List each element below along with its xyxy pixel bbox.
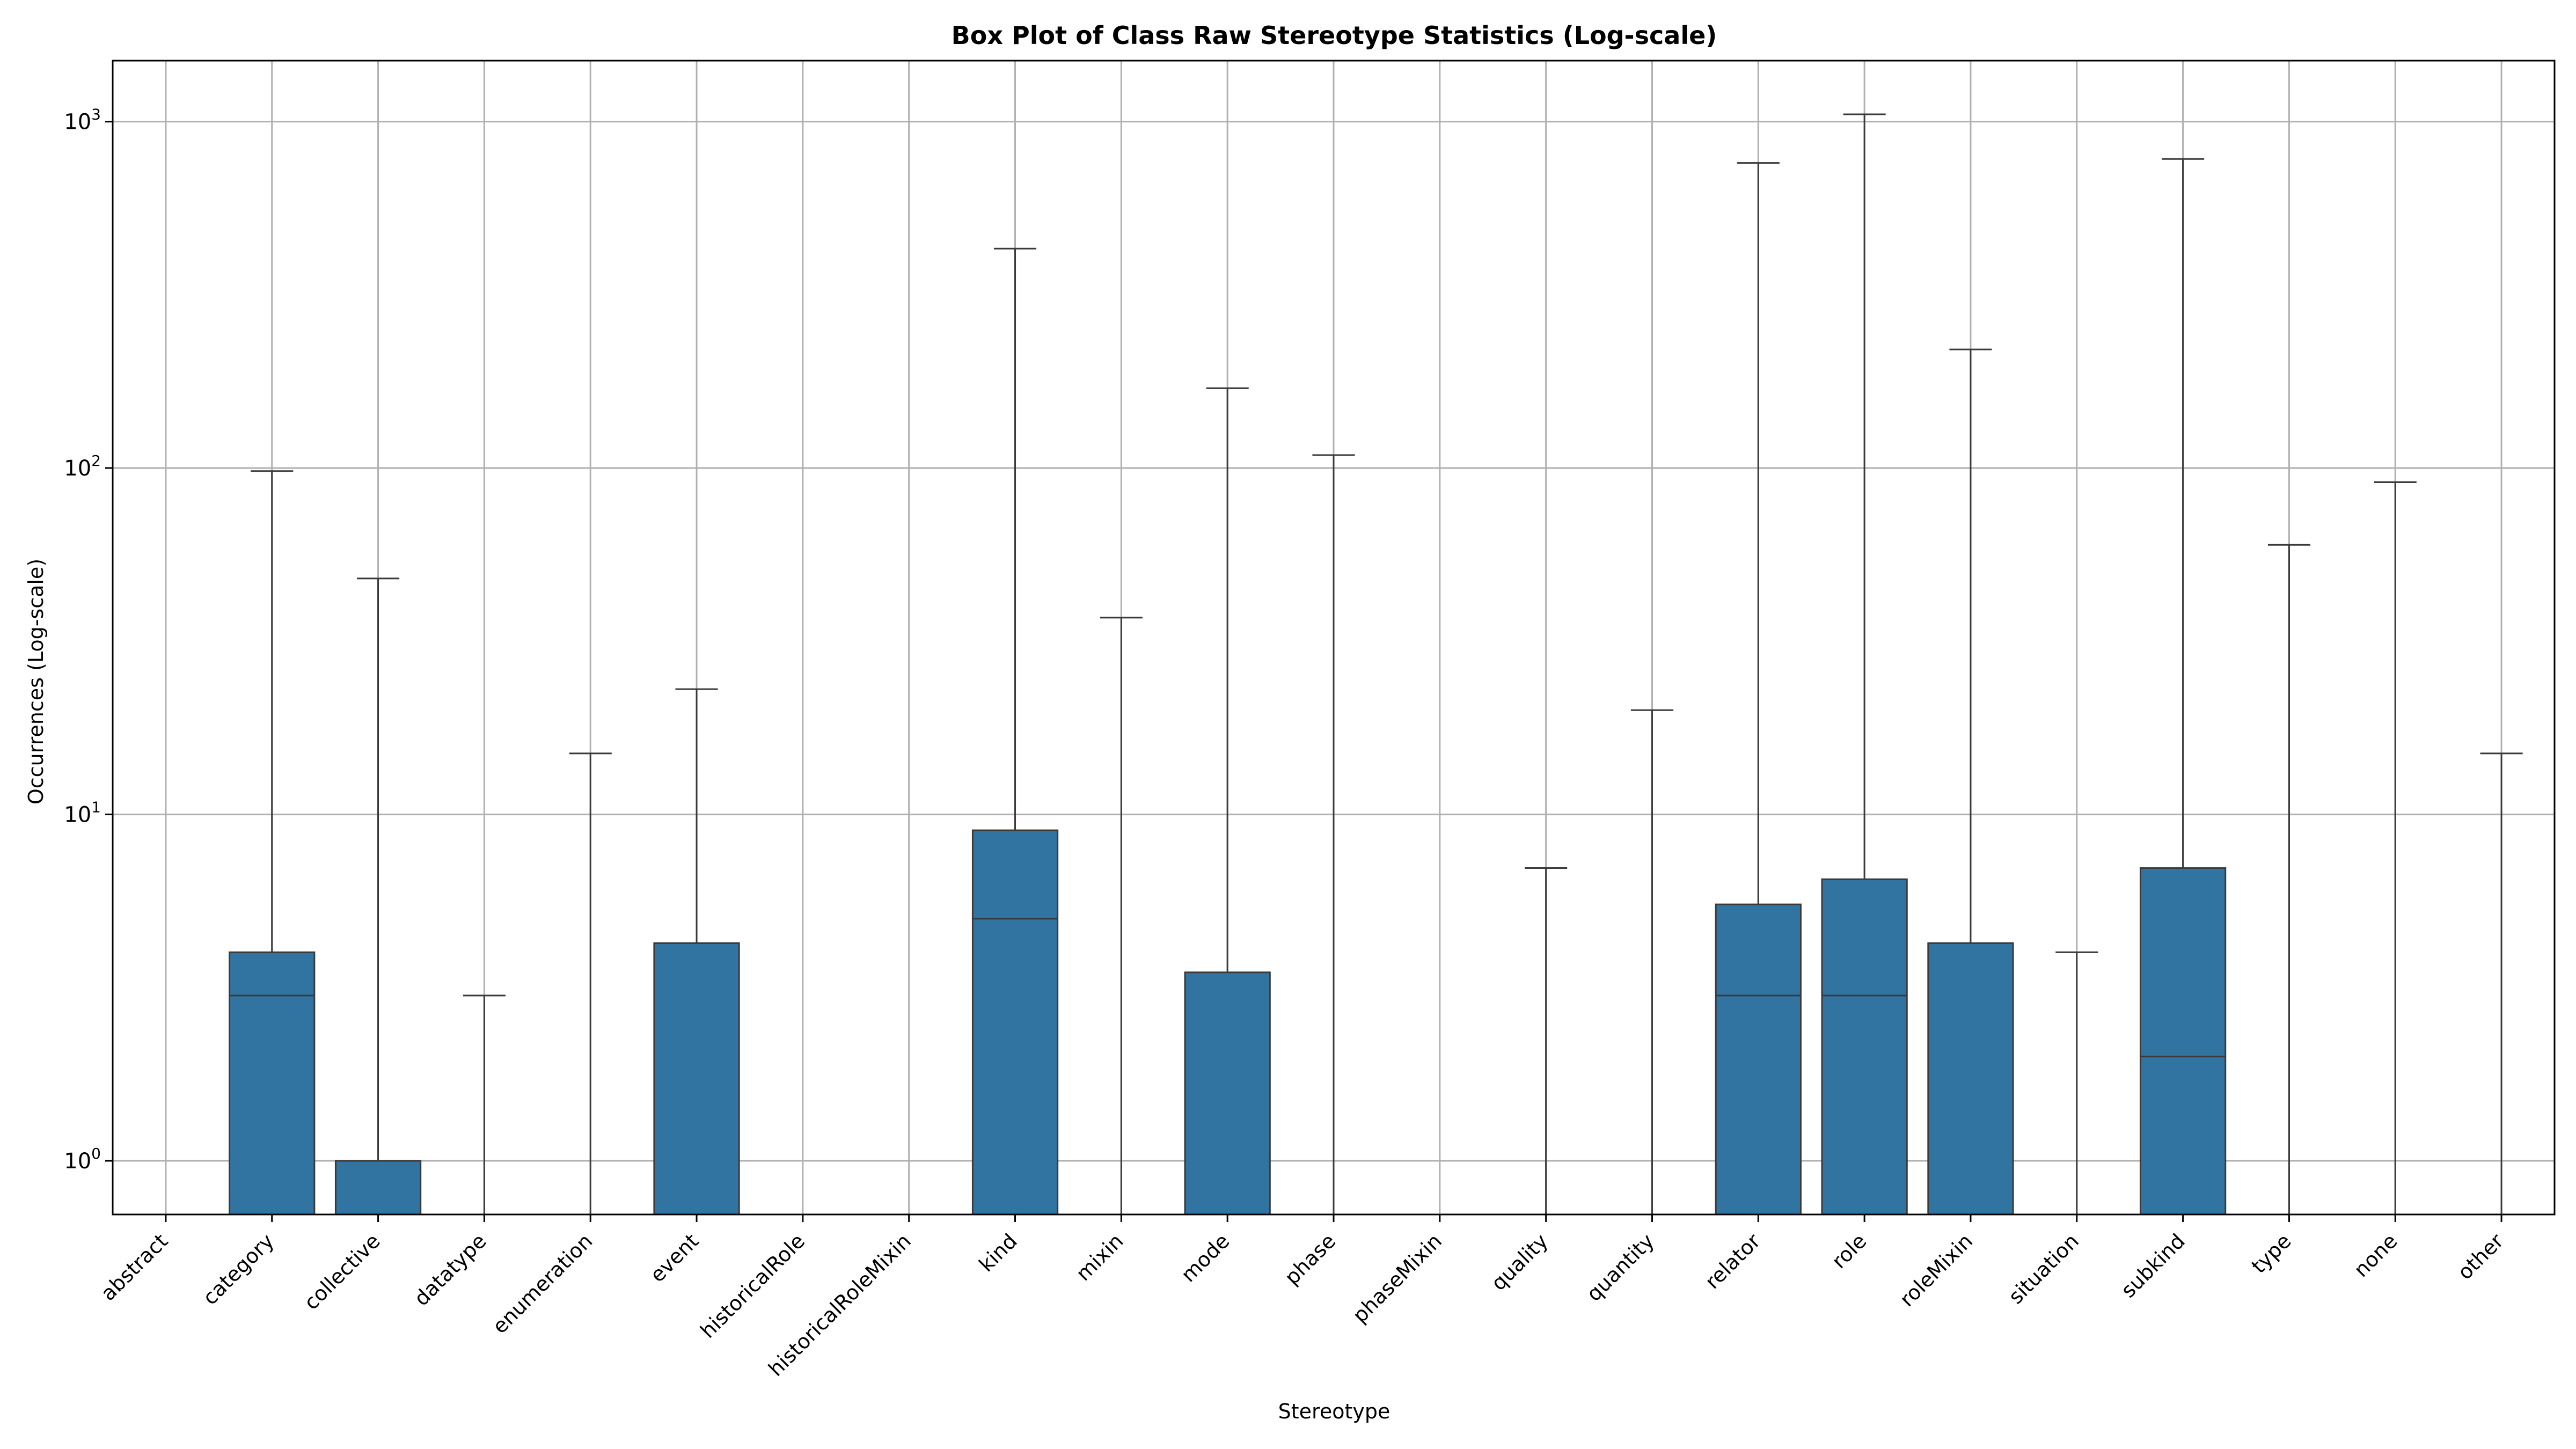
x-tick-label-relator: relator [1701, 1229, 1765, 1293]
x-tick-label-event: event [646, 1229, 704, 1287]
box-relator [1715, 903, 1802, 1216]
x-tick-label-phase: phase [1280, 1229, 1340, 1289]
x-tick-label-mixin: mixin [1072, 1229, 1128, 1285]
x-tick-label-none: none [2349, 1229, 2402, 1282]
y-axis-label: Occurrences (Log-scale) [24, 559, 48, 804]
x-tick-label-enumeration: enumeration [488, 1229, 597, 1338]
y-tick-exponent: 3 [91, 106, 101, 123]
box-role [1821, 878, 1908, 1216]
x-tick-label-phaseMixin: phaseMixin [1348, 1229, 1446, 1327]
box-event [653, 942, 740, 1216]
box-category [229, 951, 316, 1216]
x-tick-label-quantity: quantity [1582, 1229, 1659, 1306]
y-tick-exponent: 1 [91, 799, 101, 816]
x-tick-label-subkind: subkind [2117, 1229, 2190, 1302]
y-tick-base: 10 [64, 110, 91, 135]
x-tick-label-other: other [2453, 1229, 2508, 1284]
x-tick-label-abstract: abstract [96, 1229, 172, 1305]
x-tick-label-datatype: datatype [409, 1229, 491, 1311]
x-tick-label-mode: mode [1176, 1229, 1234, 1286]
x-tick-label-quality: quality [1487, 1229, 1553, 1295]
box-layer [229, 113, 2523, 1216]
box-mode [1184, 971, 1271, 1216]
y-tick-exponent: 2 [91, 452, 101, 470]
x-tick-label-historicalRole: historicalRole [696, 1229, 810, 1343]
y-tick-label: 100 [64, 1145, 101, 1174]
x-axis-label: Stereotype [1278, 1400, 1391, 1423]
x-tick-label-roleMixin: roleMixin [1895, 1229, 1977, 1311]
y-tick-label: 103 [64, 106, 101, 135]
x-tick-label-type: type [2247, 1229, 2296, 1278]
x-tick-label-collective: collective [299, 1229, 385, 1314]
y-tick-label: 102 [64, 452, 101, 481]
box-collective [334, 1160, 422, 1216]
y-tick-base: 10 [64, 1149, 91, 1174]
chart-title: Box Plot of Class Raw Stereotype Statist… [952, 21, 1717, 50]
box-kind [971, 829, 1059, 1216]
box-roleMixin [1927, 942, 2014, 1216]
y-tick-base: 10 [64, 803, 91, 828]
x-tick-label-role: role [1827, 1229, 1871, 1273]
y-tick-exponent: 0 [91, 1145, 101, 1162]
x-axis-ticks: abstract category collective datatypeenumer… [96, 1214, 2508, 1381]
y-tick-label: 101 [64, 799, 101, 828]
y-tick-base: 10 [64, 456, 91, 481]
x-tick-label-category: category [198, 1229, 279, 1309]
x-tick-label-situation: situation [2004, 1229, 2083, 1308]
x-tick-label-kind: kind [975, 1229, 1022, 1276]
box-subkind [2139, 867, 2227, 1216]
